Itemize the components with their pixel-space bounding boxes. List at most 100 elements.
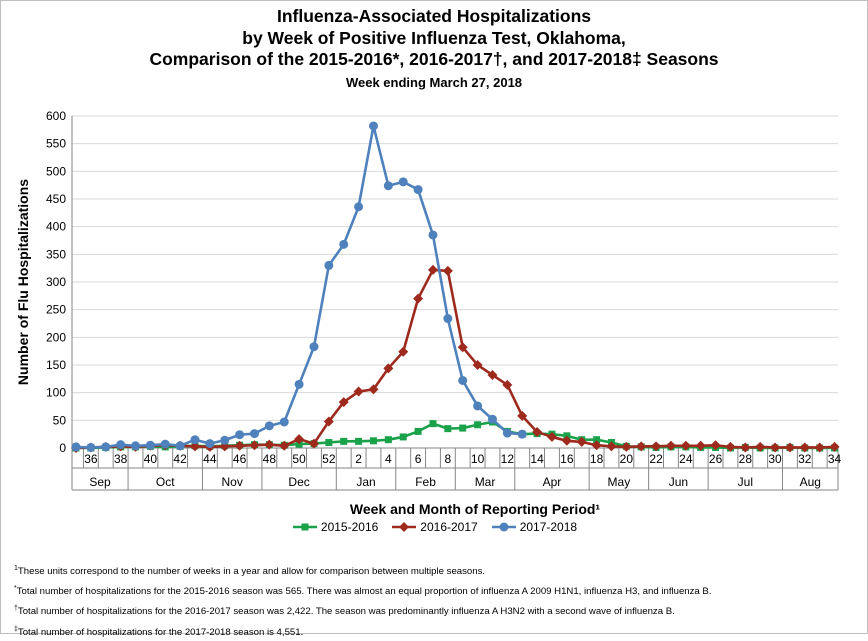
data-point: [457, 342, 468, 353]
y-tick-label: 250: [46, 303, 66, 317]
x-tick-label: 14: [530, 452, 544, 466]
x-tick-label: 48: [263, 452, 277, 466]
data-point: [398, 346, 409, 357]
legend-item: 2015-2016: [291, 520, 378, 534]
data-point: [472, 360, 483, 370]
data-point: [383, 363, 394, 374]
data-point: [621, 441, 632, 452]
data-point: [309, 342, 319, 352]
legend-label: 2017-2018: [519, 520, 578, 534]
x-tick-label: 4: [385, 452, 392, 466]
y-axis-title: Number of Flu Hospitalizations: [15, 179, 31, 385]
data-point: [799, 442, 810, 453]
data-point: [355, 437, 363, 445]
legend-marker: [301, 523, 309, 531]
data-point: [354, 202, 364, 212]
legend-marker: [399, 522, 410, 532]
footnotes: 1These units correspond to the number of…: [14, 560, 711, 641]
y-tick-label: 300: [46, 275, 66, 289]
month-label: Dec: [288, 475, 309, 489]
data-point: [473, 401, 483, 411]
legend-item: 2016-2017: [390, 520, 478, 534]
y-tick-label: 0: [59, 441, 66, 455]
data-point: [294, 379, 304, 389]
data-point: [502, 428, 512, 438]
x-tick-label: 44: [203, 452, 217, 466]
data-point: [710, 440, 721, 451]
month-label: Jan: [356, 475, 375, 489]
data-point: [249, 429, 259, 439]
data-point: [264, 421, 274, 431]
data-point: [444, 425, 452, 433]
data-point: [474, 421, 482, 429]
data-point: [399, 433, 407, 441]
y-tick-label: 100: [46, 386, 66, 400]
x-tick-label: 32: [798, 452, 812, 466]
x-tick-label: 16: [560, 452, 574, 466]
data-point: [829, 441, 840, 452]
chart-title-block: Influenza-Associated Hospitalizations by…: [0, 6, 868, 91]
data-point: [517, 410, 528, 421]
x-tick-label: 28: [739, 452, 753, 466]
y-tick-label: 350: [46, 247, 66, 261]
month-label: Jul: [738, 475, 753, 489]
data-point: [383, 181, 393, 191]
x-tick-label: 52: [322, 452, 336, 466]
data-point: [546, 431, 557, 442]
data-point: [413, 185, 423, 195]
y-tick-label: 450: [46, 192, 66, 206]
data-point: [249, 440, 260, 451]
data-point: [443, 314, 453, 324]
data-point: [323, 416, 334, 427]
data-point: [576, 436, 587, 447]
x-tick-label: 10: [471, 452, 485, 466]
data-point: [279, 417, 289, 427]
data-point: [591, 440, 602, 451]
x-tick-label: 36: [84, 452, 98, 466]
data-point: [427, 264, 438, 275]
data-point: [755, 441, 766, 452]
chart-title-line-2: by Week of Positive Influenza Test, Okla…: [242, 27, 626, 48]
data-point: [116, 440, 126, 450]
data-point: [695, 440, 706, 451]
data-point: [160, 439, 170, 449]
x-tick-label: 42: [173, 452, 187, 466]
footnote-1: 1These units correspond to the number of…: [14, 565, 486, 578]
data-point: [368, 121, 378, 131]
legend-label: 2016-2017: [420, 520, 478, 534]
series-line: [75, 268, 835, 450]
data-point: [502, 379, 513, 390]
data-point: [636, 441, 647, 452]
data-point: [264, 439, 275, 450]
data-point: [459, 424, 467, 432]
data-point: [725, 441, 736, 452]
data-point: [145, 440, 155, 450]
data-point: [294, 434, 305, 445]
data-point: [458, 375, 468, 385]
y-tick-label: 50: [53, 413, 67, 427]
data-point: [71, 442, 81, 452]
data-point: [428, 230, 438, 240]
x-tick-label: 26: [709, 452, 723, 466]
x-tick-label: 6: [415, 452, 422, 466]
x-tick-label: 34: [828, 452, 842, 466]
data-point: [101, 442, 111, 452]
month-label: Sep: [89, 475, 111, 489]
x-tick-label: 12: [501, 452, 515, 466]
data-point: [487, 414, 497, 424]
data-point: [340, 437, 348, 445]
data-point: [487, 369, 498, 380]
data-point: [368, 384, 379, 395]
data-point: [235, 430, 245, 440]
data-point: [770, 442, 781, 453]
month-label: Jun: [669, 475, 688, 489]
x-tick-label: 40: [144, 452, 158, 466]
x-tick-label: 30: [768, 452, 782, 466]
legend-marker: [499, 522, 509, 532]
data-point: [324, 260, 334, 270]
data-point: [339, 239, 349, 249]
data-point: [384, 436, 392, 444]
data-point: [517, 429, 527, 439]
data-point: [561, 435, 572, 446]
